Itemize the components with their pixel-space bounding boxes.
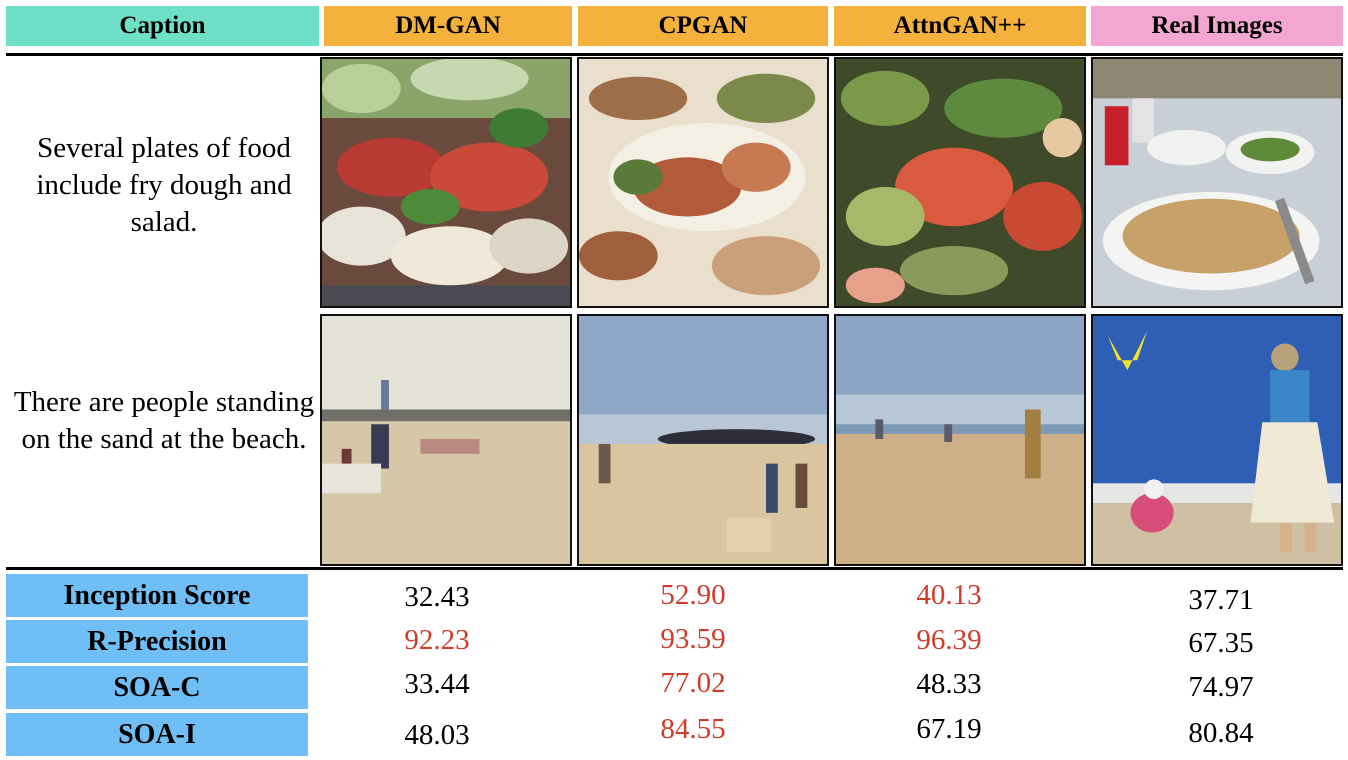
metric-label-soa-c: SOA-C [6, 666, 308, 709]
middle-rule [6, 567, 1343, 570]
metric-value: 33.44 [404, 668, 470, 700]
metric-value: 93.59 [660, 623, 726, 655]
real-food-image [1091, 57, 1343, 308]
metric-value: 77.02 [660, 667, 726, 699]
metric-value: 96.39 [916, 624, 982, 656]
metric-value: 40.13 [916, 579, 982, 611]
metric-value: 52.90 [660, 579, 726, 611]
metric-value: 84.55 [660, 713, 726, 745]
metric-value: 32.43 [404, 581, 470, 613]
attngan-beach-image [834, 314, 1086, 566]
metric-label-r-precision: R-Precision [6, 620, 308, 663]
top-rule [6, 53, 1343, 56]
real-beach-image [1091, 314, 1343, 566]
metric-value: 37.71 [1188, 584, 1254, 616]
dm-gan-beach-image [320, 314, 572, 566]
metric-label-soa-i: SOA-I [6, 713, 308, 756]
metric-value: 48.33 [916, 668, 982, 700]
metric-value: 92.23 [404, 624, 470, 656]
dm-gan-food-image [320, 57, 572, 308]
metric-value: 67.35 [1188, 627, 1254, 659]
header-caption: Caption [6, 6, 319, 46]
cpgan-food-image [577, 57, 829, 308]
caption-row-1: Several plates of food include fry dough… [36, 132, 292, 238]
header-dm-gan: DM-GAN [324, 6, 572, 46]
header-attngan: AttnGAN++ [834, 6, 1086, 46]
metric-value: 48.03 [404, 719, 470, 751]
metric-value: 74.97 [1188, 671, 1254, 703]
cpgan-beach-image [577, 314, 829, 566]
caption-row-2: There are people standing on the sand at… [13, 386, 315, 455]
metric-value: 67.19 [916, 713, 982, 745]
metric-value: 80.84 [1188, 717, 1254, 749]
header-real-images: Real Images [1091, 6, 1343, 46]
header-cpgan: CPGAN [578, 6, 828, 46]
metric-label-inception-score: Inception Score [6, 574, 308, 617]
attngan-food-image [834, 57, 1086, 308]
